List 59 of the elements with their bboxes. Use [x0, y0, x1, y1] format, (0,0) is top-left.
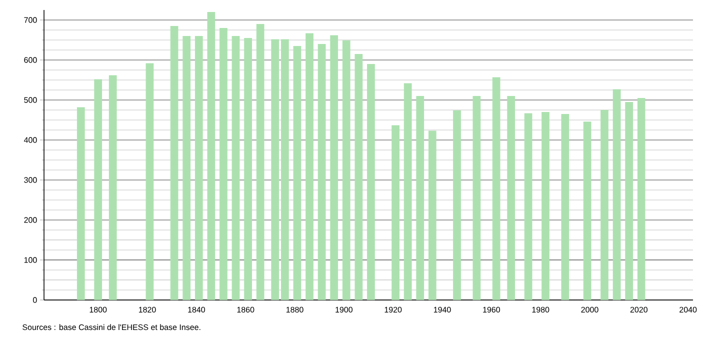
bar	[146, 63, 154, 300]
bar	[625, 102, 634, 300]
x-tick-label: 1860	[237, 306, 254, 313]
x-tick-label: 1820	[138, 306, 156, 313]
bar	[280, 39, 289, 300]
bar	[271, 39, 280, 300]
y-tick-label: 700	[24, 17, 37, 23]
bar	[76, 107, 85, 300]
bar	[108, 75, 117, 300]
bar	[524, 113, 532, 300]
bar	[472, 96, 481, 300]
bar	[244, 38, 252, 300]
bar	[220, 28, 228, 300]
bar	[542, 112, 550, 300]
bar	[318, 44, 326, 300]
bar	[207, 12, 216, 300]
y-tick-label: 600	[24, 57, 37, 63]
x-tick-label: 1960	[483, 306, 500, 313]
bar	[232, 36, 240, 300]
x-tick-label: 2040	[680, 306, 697, 313]
bar	[94, 79, 102, 300]
x-tick-label: 2000	[581, 306, 598, 313]
bar	[561, 114, 570, 300]
bar	[637, 98, 646, 300]
bar	[583, 122, 592, 300]
bar	[507, 96, 516, 300]
bar	[194, 36, 203, 300]
x-tick-label: 1940	[434, 306, 451, 313]
bar	[342, 40, 350, 300]
bar	[354, 54, 363, 300]
y-tick-label: 0	[33, 297, 37, 303]
bar	[453, 110, 461, 300]
x-tick-label: 1980	[532, 306, 550, 313]
bar	[416, 96, 424, 300]
bar	[256, 24, 264, 300]
bar	[367, 64, 375, 300]
x-tick-label: 1920	[384, 306, 402, 313]
x-tick-label: 1800	[90, 306, 107, 313]
bar	[492, 77, 500, 300]
x-tick-label: 1840	[188, 306, 206, 313]
y-tick-label: 100	[24, 257, 37, 263]
bar	[404, 83, 412, 300]
y-tick-label: 400	[24, 137, 37, 143]
x-tick-label: 2020	[630, 306, 648, 313]
bar	[428, 130, 436, 300]
bar	[170, 26, 178, 300]
y-tick-label: 300	[24, 177, 37, 183]
bar	[612, 89, 621, 300]
bar	[306, 33, 314, 300]
bar	[293, 46, 302, 300]
bar	[182, 36, 191, 300]
y-tick-label: 500	[24, 97, 37, 103]
y-tick-label: 200	[24, 217, 37, 223]
x-tick-label: 1900	[336, 306, 353, 313]
bar	[392, 125, 400, 300]
bar	[600, 110, 608, 300]
source-note: Sources : base Cassini de l'EHESS et base Insee.	[22, 324, 200, 330]
bar	[330, 35, 338, 300]
x-tick-label: 1880	[286, 306, 304, 313]
